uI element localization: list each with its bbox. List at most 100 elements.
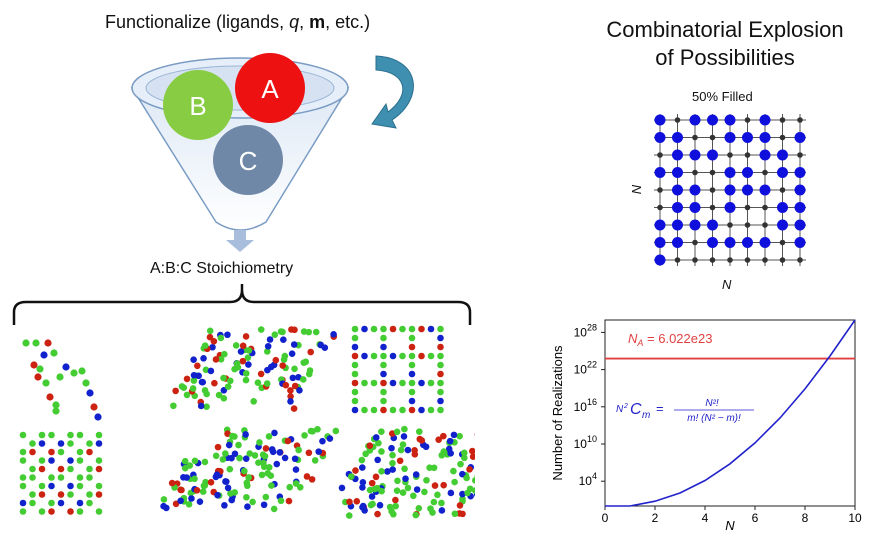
atom	[408, 388, 416, 396]
atom	[221, 502, 228, 509]
atom	[307, 427, 315, 435]
atom	[279, 362, 287, 369]
grid-site-empty	[779, 187, 786, 193]
atom	[222, 478, 229, 485]
atom	[392, 496, 399, 504]
combinatorial-title-line1: Combinatorial Explosion	[606, 17, 844, 42]
y-axis-label: Number of Realizations	[550, 345, 565, 481]
atom	[29, 465, 36, 473]
atom	[276, 449, 284, 456]
atom	[170, 402, 177, 410]
atom	[393, 487, 401, 494]
atom	[214, 491, 221, 499]
atom	[351, 406, 359, 414]
grid-site-filled	[724, 167, 736, 178]
combinatorial-title: Combinatorial Explosion of Possibilities	[585, 16, 865, 72]
atom	[201, 482, 209, 489]
avogadro-label-rest: = 6.022e23	[643, 331, 712, 346]
grid-site-filled	[672, 202, 683, 213]
atom	[389, 379, 397, 387]
atom	[82, 379, 90, 387]
atom	[400, 433, 408, 440]
grid-site-empty	[709, 134, 716, 141]
atom	[207, 478, 215, 486]
atom	[461, 454, 468, 462]
grid-site-empty	[744, 204, 751, 211]
grid-site-filled	[672, 184, 683, 196]
grid-site-empty	[779, 239, 786, 246]
atom	[291, 455, 299, 463]
atom	[397, 446, 405, 454]
grid-site-filled	[654, 254, 666, 266]
atom	[46, 393, 54, 401]
atom	[361, 406, 368, 414]
atom	[287, 398, 294, 405]
atom	[291, 326, 298, 334]
atom	[67, 491, 74, 498]
atom	[437, 406, 444, 414]
atom	[277, 328, 285, 335]
atom	[418, 379, 425, 387]
grid-site-filled	[707, 237, 718, 248]
atom	[177, 497, 184, 505]
atom	[378, 468, 385, 475]
grid-site-empty	[657, 204, 663, 211]
atom	[67, 508, 74, 515]
atom	[76, 499, 84, 507]
grid-site-filled	[689, 219, 701, 231]
atom	[193, 486, 201, 494]
grid-site-filled	[777, 167, 788, 178]
atom	[189, 385, 197, 392]
grid-site-empty	[762, 257, 768, 263]
atom	[251, 452, 259, 459]
atom	[290, 405, 298, 412]
atom	[78, 367, 86, 375]
atom	[427, 379, 435, 387]
grid-site-filled	[724, 114, 736, 126]
atom	[197, 402, 205, 410]
atom	[438, 499, 445, 507]
grid-site-filled	[742, 132, 753, 143]
atom	[86, 389, 94, 397]
atom	[245, 474, 252, 481]
atom	[38, 482, 46, 490]
formula-exp: 2	[623, 403, 628, 410]
atom	[86, 440, 93, 447]
y-tick-label: 1010	[574, 434, 597, 451]
atom	[50, 349, 58, 357]
grid-site-empty	[709, 187, 716, 193]
grid-site-filled	[759, 237, 771, 248]
atom	[256, 439, 263, 446]
formula-sup: N	[616, 404, 624, 415]
atom	[185, 501, 193, 508]
atom	[380, 397, 387, 405]
atom	[231, 489, 239, 496]
atom	[393, 428, 401, 436]
atom	[351, 334, 359, 342]
atom	[396, 457, 404, 465]
atom	[296, 483, 304, 491]
atom	[29, 474, 36, 481]
atom	[206, 333, 214, 341]
atom	[212, 452, 220, 460]
atom	[57, 499, 65, 507]
atom	[232, 342, 240, 349]
atom	[264, 470, 272, 477]
atom	[459, 490, 466, 498]
grid-site-filled	[777, 149, 788, 161]
grid-site-empty	[674, 257, 681, 263]
atom	[270, 505, 278, 513]
atom	[231, 450, 239, 458]
grid-site-empty	[779, 117, 786, 123]
atom	[305, 370, 313, 378]
atom	[254, 379, 262, 386]
grid-site-empty	[744, 257, 751, 263]
atom	[394, 477, 401, 485]
atom	[30, 361, 38, 369]
atom	[351, 379, 359, 387]
atom	[160, 496, 168, 503]
atom	[268, 482, 275, 489]
atom	[291, 382, 299, 390]
atom	[408, 370, 416, 378]
